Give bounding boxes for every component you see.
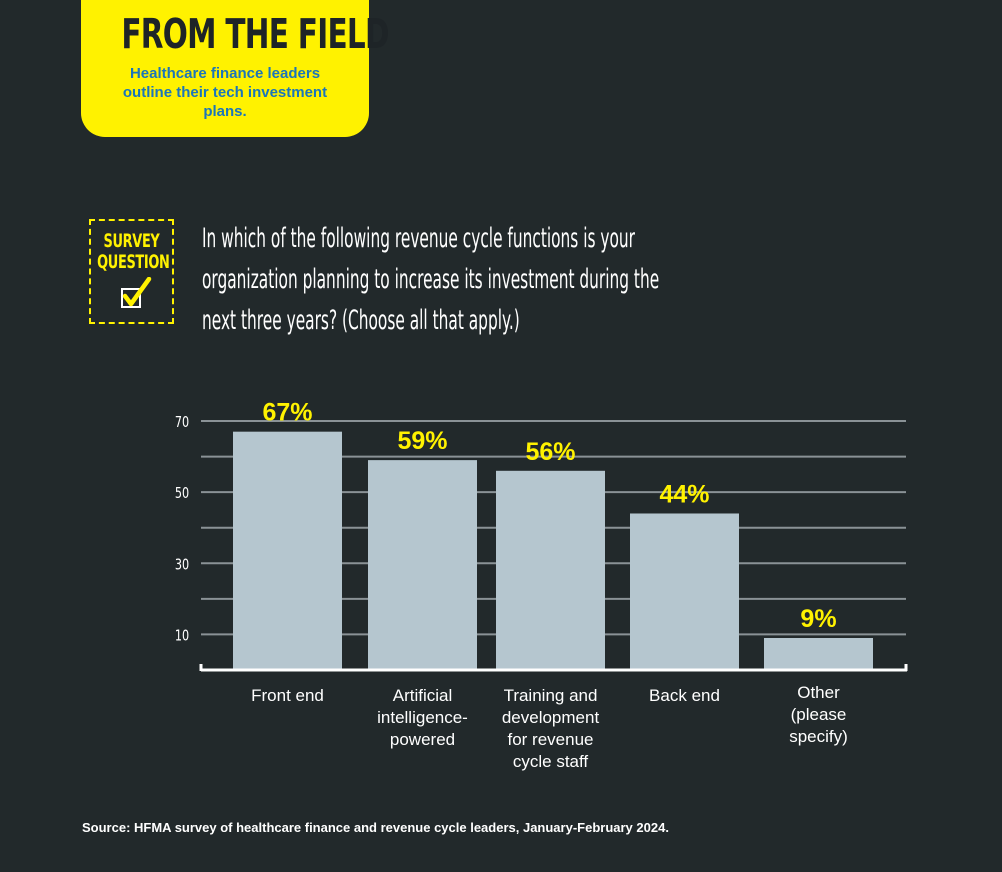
x-category-label: intelligence- xyxy=(377,708,468,727)
header-card: FROM THE FIELD Healthcare finance leader… xyxy=(81,0,390,137)
source-note: Source: HFMA survey of healthcare financ… xyxy=(82,820,669,835)
y-tick-label: 50 xyxy=(175,486,189,503)
x-category-label: for revenue xyxy=(508,730,594,749)
bar xyxy=(764,637,873,670)
bar-value-label: 67% xyxy=(262,399,312,427)
x-category-label: specify) xyxy=(789,727,848,746)
bar-value-label: 59% xyxy=(397,427,447,455)
bar xyxy=(233,431,342,670)
bar xyxy=(368,460,477,670)
x-category-label: development xyxy=(502,708,600,727)
x-category-label: powered xyxy=(390,730,455,749)
question-line-3: next three years? (Choose all that apply… xyxy=(202,305,520,336)
x-category-label: (please xyxy=(791,705,847,724)
x-category-label: Artificial xyxy=(393,686,453,705)
question-line-2: organization planning to increase its in… xyxy=(202,264,660,295)
y-tick-label: 30 xyxy=(175,557,189,574)
bar xyxy=(630,513,739,670)
y-tick-label: 10 xyxy=(175,628,189,645)
survey-question-badge: SURVEY QUESTION xyxy=(89,219,174,324)
x-category-label: Other xyxy=(797,683,840,702)
question-line-1: In which of the following revenue cycle … xyxy=(202,223,636,254)
bar-value-label: 44% xyxy=(659,480,709,508)
bar-value-label: 9% xyxy=(800,605,836,633)
survey-question-text: In which of the following revenue cycle … xyxy=(202,218,772,341)
x-category-label: Back end xyxy=(649,686,720,705)
badge-line-2: QUESTION xyxy=(97,251,170,273)
checkbox-check-icon xyxy=(121,277,152,308)
badge-text: SURVEY QUESTION xyxy=(97,230,170,273)
x-category-label: Front end xyxy=(251,686,324,705)
x-category-label: Training and xyxy=(504,686,598,705)
y-tick-label: 70 xyxy=(175,415,189,432)
bar xyxy=(496,470,605,670)
bar-value-label: 56% xyxy=(525,438,575,466)
badge-line-1: SURVEY xyxy=(103,230,160,252)
header-subtitle: Healthcare finance leaders outline their… xyxy=(122,65,328,120)
x-category-label: cycle staff xyxy=(513,752,589,771)
